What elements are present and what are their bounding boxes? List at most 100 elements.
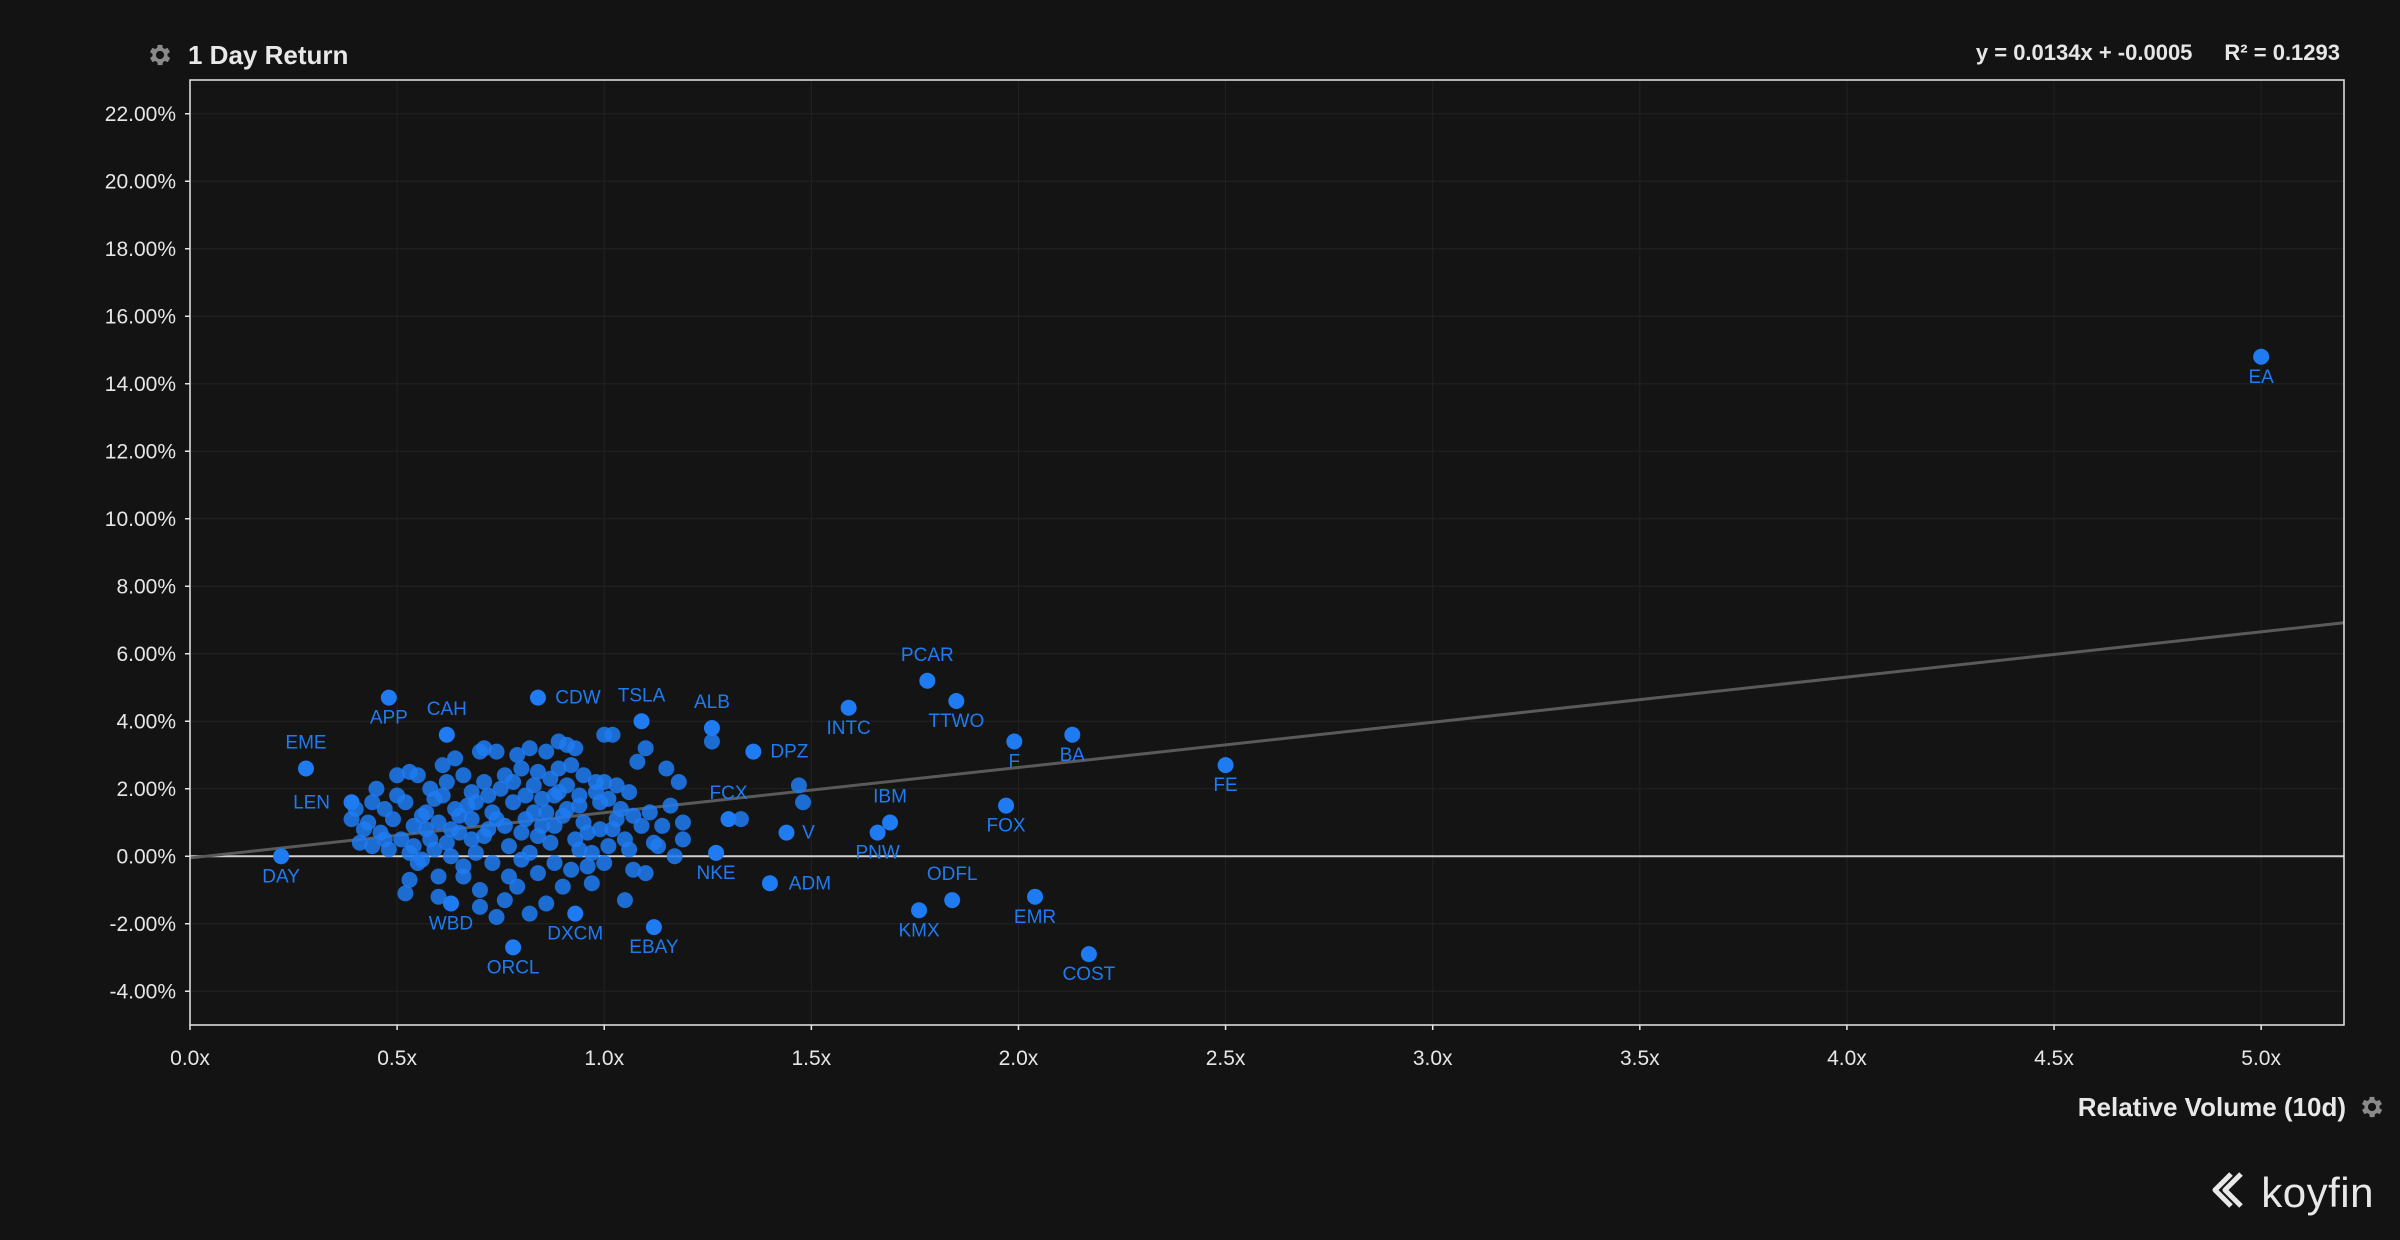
brand-logo: koyfin: [2211, 1168, 2374, 1217]
data-point: [434, 757, 451, 774]
data-point: [496, 892, 513, 909]
x-tick-label: 1.0x: [584, 1047, 624, 1070]
data-point: [592, 821, 609, 838]
data-point: [1027, 888, 1044, 905]
data-point: [645, 834, 662, 851]
data-point: [438, 774, 455, 790]
data-point: [505, 774, 522, 790]
point-label: WBD: [429, 914, 473, 935]
x-axis-title[interactable]: Relative Volume (10d): [2077, 1091, 2346, 1122]
data-point: [708, 844, 725, 861]
point-label: COST: [1062, 964, 1115, 985]
y-tick-label: 2.00%: [116, 778, 176, 801]
data-point: [525, 804, 542, 821]
x-tick-label: 4.5x: [2034, 1047, 2074, 1070]
data-point: [1006, 733, 1023, 750]
data-point: [447, 750, 464, 767]
data-point: [484, 855, 501, 871]
data-point: [575, 767, 592, 784]
data-point: [571, 841, 588, 858]
data-point: [645, 919, 662, 936]
data-point: [911, 902, 928, 919]
data-point: [401, 844, 418, 861]
regression-stats: y = 0.0134x + -0.0005 R² = 0.1293: [1976, 40, 2340, 66]
data-point: [389, 767, 406, 784]
data-point: [393, 831, 410, 848]
data-point: [297, 760, 314, 777]
data-point: [538, 804, 555, 821]
data-point: [364, 838, 381, 855]
data-point: [471, 882, 488, 898]
point-label: PNW: [855, 843, 899, 864]
data-point: [455, 767, 472, 784]
data-point: [509, 747, 526, 763]
data-point: [480, 787, 497, 804]
gear-icon[interactable]: [2358, 1093, 2386, 1121]
data-point: [571, 797, 588, 814]
y-axis-title[interactable]: 1 Day Return: [188, 39, 349, 70]
y-tick-label: 22.00%: [105, 103, 176, 126]
data-point: [343, 811, 360, 828]
y-tick-label: 18.00%: [105, 238, 176, 261]
data-point: [505, 794, 522, 811]
point-label: APP: [370, 708, 408, 729]
point-label: FCX: [710, 783, 748, 804]
data-point: [409, 767, 426, 784]
data-point: [480, 821, 497, 838]
x-tick-label: 3.0x: [1413, 1047, 1453, 1070]
data-point: [364, 794, 381, 811]
data-point: [919, 672, 936, 689]
data-point: [583, 875, 600, 892]
y-tick-label: 20.00%: [105, 170, 176, 193]
data-point: [583, 844, 600, 861]
point-label: PCAR: [901, 645, 954, 666]
point-label: EA: [2248, 367, 2274, 388]
data-point: [745, 743, 762, 760]
point-label: TTWO: [928, 711, 984, 732]
data-point: [513, 760, 530, 777]
data-point: [604, 821, 621, 838]
data-point: [422, 780, 439, 797]
data-point: [529, 763, 546, 780]
point-label: ALB: [694, 692, 730, 713]
data-point: [380, 841, 397, 858]
data-point: [422, 831, 439, 848]
data-point: [882, 814, 899, 831]
y-axis-ticks: 22.00% 20.00% 18.00% 16.00% 14.00% 12.00% 10.0…: [105, 103, 190, 1003]
data-point: [625, 861, 642, 878]
point-label: DPZ: [770, 742, 808, 763]
data-point: [534, 790, 551, 807]
data-point: [596, 855, 613, 871]
data-point: [360, 814, 377, 831]
data-point: [778, 824, 795, 841]
data-point: [368, 780, 385, 797]
data-point: [563, 861, 580, 878]
data-point: [534, 817, 551, 834]
data-point: [430, 868, 447, 885]
gear-icon[interactable]: [146, 41, 174, 69]
data-point: [563, 757, 580, 774]
x-axis-ticks: 0.0x 0.5x 1.0x 1.5x 2.0x 2.5x 3.0x 3.5x 4.0x 4.5x…: [170, 1025, 2281, 1070]
data-point: [442, 821, 459, 838]
point-label: LEN: [293, 792, 330, 813]
y-axis-title-group: 1 Day Return: [146, 38, 348, 72]
data-point: [612, 801, 629, 817]
point-label: INTC: [826, 718, 870, 739]
data-point: [380, 689, 397, 706]
data-point: [401, 871, 418, 888]
data-point: [998, 797, 1015, 814]
point-label: EMR: [1014, 907, 1056, 928]
data-point: [521, 740, 538, 757]
data-point: [500, 838, 517, 855]
data-point: [538, 895, 555, 912]
x-tick-label: 3.5x: [1620, 1047, 1660, 1070]
plot-frame: [189, 79, 2345, 1026]
data-point: [674, 814, 691, 831]
data-point: [413, 851, 430, 868]
data-point: [505, 939, 522, 956]
point-label: CAH: [427, 699, 467, 720]
data-point: [579, 858, 596, 875]
data-point: [521, 905, 538, 922]
data-point: [488, 909, 505, 925]
